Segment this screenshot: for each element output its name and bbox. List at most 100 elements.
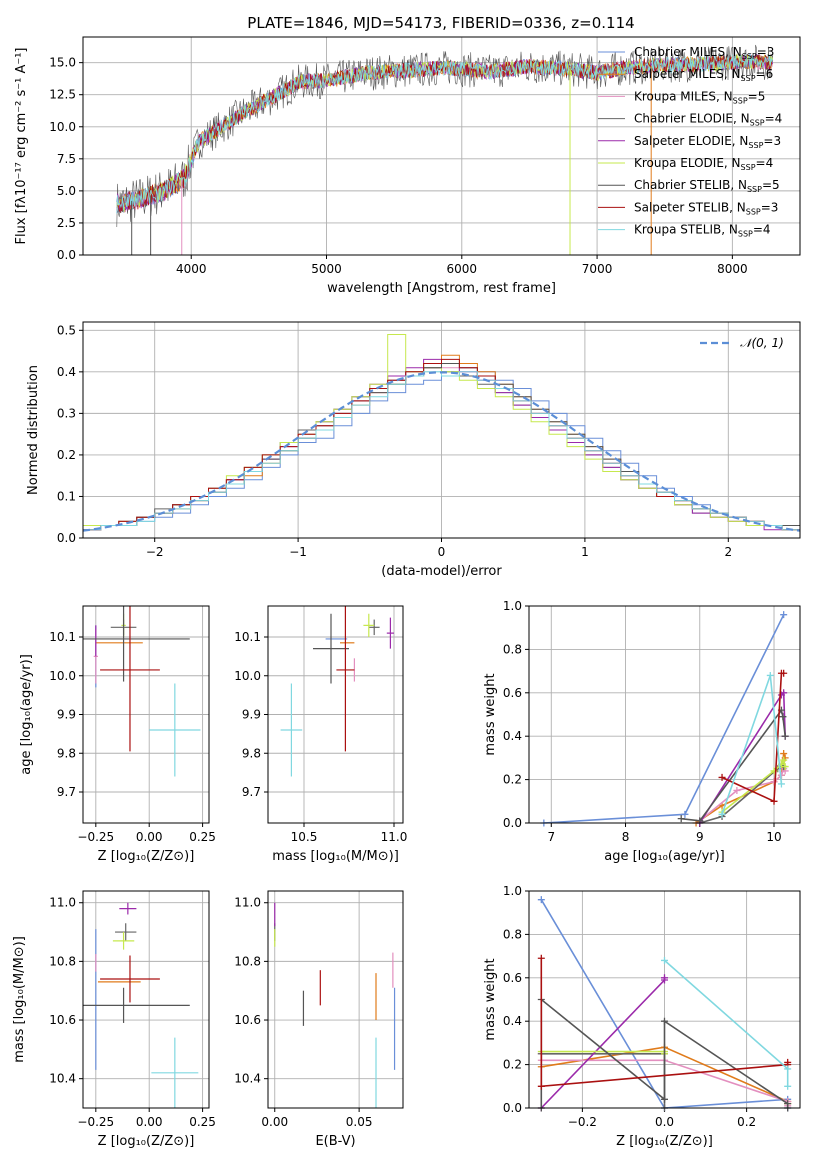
y-tick-label: 10.0 [49, 120, 76, 134]
weight-marker [537, 896, 545, 904]
weight-marker [766, 671, 774, 679]
legend-label-subscript: SSP [741, 74, 756, 83]
y-axis-label: mass weight [483, 673, 498, 755]
x-tick-label: 4000 [176, 262, 207, 276]
weight-vs-Z-panel: −0.2 0.0 0.2 0.0 0.2 0.4 0.6 0.8 1.0 Z [log₁₀(Z/Z… [483, 884, 801, 1149]
x-tick-label: 0.0 [655, 1115, 674, 1129]
x-axis-label: mass [log₁₀(M/M⊙)] [272, 849, 399, 864]
y-tick-label: 1.0 [503, 884, 522, 898]
legend-label-suffix: =5 [762, 178, 780, 192]
y-tick-label: 9.9 [242, 708, 261, 722]
legend-label: Chabrier MILES, NSSP=3 [634, 45, 774, 61]
x-tick-label: 6000 [447, 262, 478, 276]
x-tick-label: 8000 [717, 262, 748, 276]
weight-marker [681, 810, 689, 818]
y-tick-label: 10.4 [234, 1072, 261, 1086]
y-tick-label: 15.0 [49, 56, 76, 70]
y-tick-label: 0.4 [57, 365, 76, 379]
legend-label-subscript: SSP [746, 207, 761, 216]
y-axis-label: Normed distribution [26, 365, 41, 495]
x-axis-label: age [log₁₀(age/yr)] [604, 849, 725, 864]
legend-label-subscript: SSP [750, 119, 765, 128]
legend-label-suffix: =6 [756, 67, 774, 81]
figure-title: PLATE=1846, MJD=54173, FIBERID=0336, z=0… [247, 14, 634, 32]
weight-marker [780, 669, 788, 677]
y-tick-label: 10.4 [49, 1072, 76, 1086]
axes-frame [82, 605, 210, 824]
age-vs-Z-panel: −0.25 0.00 0.25 9.7 9.8 9.9 10.0 10.1 Z [log₁₀(Z… [19, 605, 216, 864]
x-tick-label: 10.5 [291, 830, 318, 844]
legend-label-text: Kroupa MILES, N [634, 89, 733, 103]
y-tick-label: 10.1 [49, 630, 76, 644]
legend-label-subscript: SSP [748, 141, 763, 150]
weight-marker [777, 780, 785, 788]
histogram-step [83, 371, 800, 531]
spectrum-panel: 4000 5000 6000 7000 8000 0.0 2.5 5.0 7.5 10.0 12.5… [14, 36, 801, 296]
legend-label: Salpeter ELODIE, NSSP=3 [634, 134, 781, 150]
legend-label-suffix: =3 [761, 200, 779, 214]
legend-label-subscript: SSP [738, 230, 753, 239]
y-tick-label: 9.7 [242, 785, 261, 799]
weight-marker [784, 1058, 792, 1066]
legend-label-suffix: =3 [763, 134, 781, 148]
weight-marker [784, 1082, 792, 1090]
weight-marker [780, 756, 788, 764]
weight-marker [677, 815, 685, 823]
x-tick-label: 0.2 [737, 1115, 756, 1129]
weight-line [699, 767, 786, 822]
y-tick-label: 0.0 [503, 1101, 522, 1115]
y-tick-label: 10.8 [49, 954, 76, 968]
y-tick-label: 0.0 [503, 816, 522, 830]
y-tick-label: 0.0 [57, 248, 76, 262]
x-tick-label: 0.05 [346, 1115, 373, 1129]
axes-frame [528, 890, 801, 1109]
x-tick-label: −0.25 [77, 1115, 114, 1129]
x-tick-label: 0.00 [261, 1115, 288, 1129]
legend-label-text: Chabrier MILES, N [634, 45, 742, 59]
y-tick-label: 10.8 [234, 954, 261, 968]
y-tick-label: 10.0 [49, 669, 76, 683]
mass-vs-EBV-panel: 0.00 0.05 10.4 10.6 10.8 11.0 E(B-V) [234, 890, 404, 1149]
x-axis-label: E(B-V) [315, 1134, 355, 1149]
weight-marker [537, 954, 545, 962]
x-tick-label: 0.25 [189, 1115, 216, 1129]
x-tick-label: 8 [622, 830, 630, 844]
weight-marker [733, 786, 741, 794]
x-axis-label: Z [log₁₀(Z/Z⊙)] [98, 1134, 195, 1149]
x-tick-label: −1 [289, 545, 307, 559]
axes-frame [82, 36, 801, 256]
legend-label-text: Kroupa ELODIE, N [634, 156, 741, 170]
x-tick-label: 7 [547, 830, 555, 844]
y-tick-label: 10.6 [234, 1013, 261, 1027]
x-axis-label: Z [log₁₀(Z/Z⊙)] [98, 849, 195, 864]
y-axis-label: mass weight [483, 958, 498, 1040]
legend-label: Salpeter STELIB, NSSP=3 [634, 200, 778, 216]
y-tick-label: 11.0 [49, 896, 76, 910]
y-axis-label: mass [log₁₀(M/M⊙)] [12, 936, 27, 1063]
y-tick-label: 0.4 [503, 1014, 522, 1028]
legend-label: Chabrier STELIB, NSSP=5 [634, 178, 780, 194]
x-tick-label: −2 [146, 545, 164, 559]
y-tick-label: 0.3 [57, 406, 76, 420]
legend-label-text: Salpeter MILES, N [634, 67, 741, 81]
y-tick-label: 0.8 [503, 927, 522, 941]
x-tick-label: 0 [438, 545, 446, 559]
weight-marker [661, 956, 668, 964]
legend-label-text: Salpeter ELODIE, N [634, 134, 748, 148]
x-tick-label: 7000 [582, 262, 613, 276]
x-tick-label: −0.25 [77, 830, 114, 844]
legend-label: Salpeter MILES, NSSP=6 [634, 67, 773, 83]
legend-label-text: Chabrier ELODIE, N [634, 112, 750, 126]
x-axis-label: Z [log₁₀(Z/Z⊙)] [616, 1134, 713, 1149]
y-tick-label: 12.5 [49, 88, 76, 102]
legend-label-text: Salpeter STELIB, N [634, 200, 746, 214]
legend-label-suffix: =4 [753, 223, 771, 237]
weight-marker [770, 797, 778, 805]
panels: 4000 5000 6000 7000 80000.02.55.07.510.012.5… [12, 36, 801, 1149]
weight-marker [781, 763, 789, 771]
y-tick-label: 9.9 [57, 708, 76, 722]
y-tick-label: 0.8 [503, 642, 522, 656]
spectrum-line [116, 44, 773, 228]
